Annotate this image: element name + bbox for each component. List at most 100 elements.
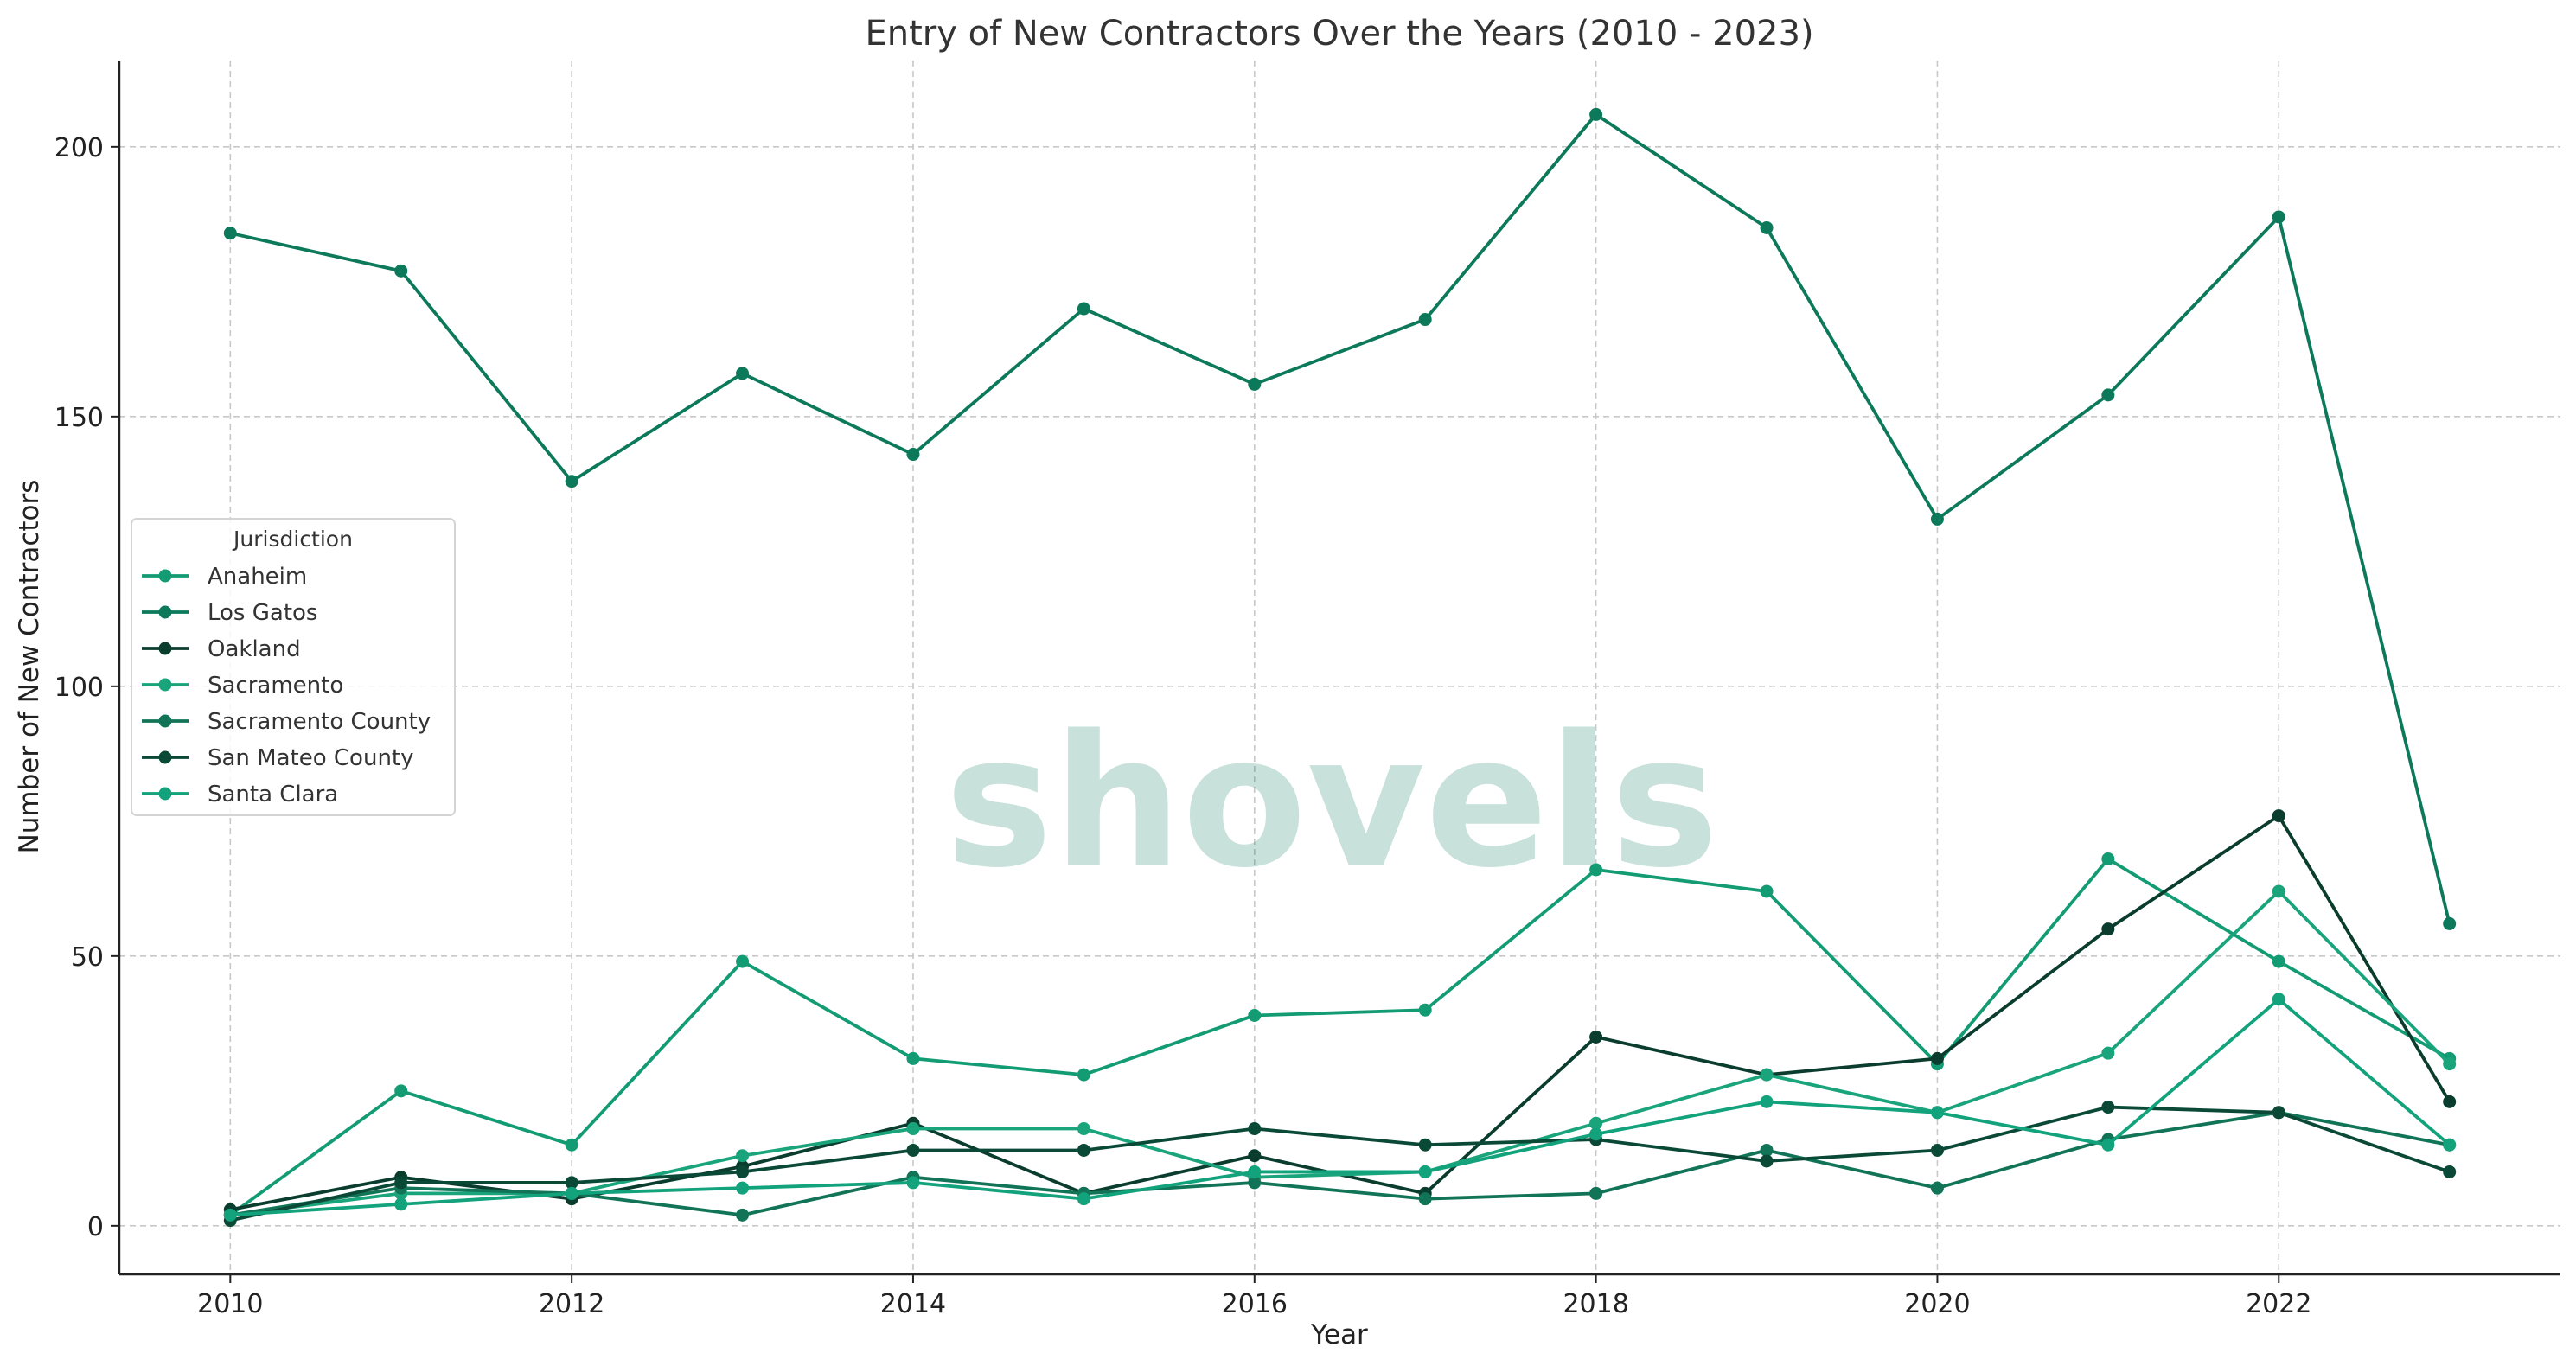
gridlines bbox=[119, 61, 2560, 1274]
data-point-san-mateo-county bbox=[1418, 1138, 1432, 1152]
legend-label: Oakland bbox=[208, 636, 301, 662]
data-point-sacramento-county bbox=[1589, 1186, 1603, 1200]
x-tick-label: 2016 bbox=[1222, 1289, 1288, 1319]
x-tick-label: 2010 bbox=[197, 1289, 263, 1319]
legend-swatch-marker bbox=[158, 642, 172, 655]
data-point-san-mateo-county bbox=[1930, 1143, 1944, 1157]
legend-item-sacramento: Sacramento bbox=[142, 673, 343, 699]
legend-label: Sacramento bbox=[208, 673, 343, 699]
data-point-anaheim bbox=[394, 1084, 408, 1098]
data-point-santa-clara bbox=[223, 1208, 237, 1222]
data-point-los-gatos bbox=[1930, 512, 1944, 526]
data-point-los-gatos bbox=[736, 367, 750, 380]
data-point-sacramento-county bbox=[1760, 1143, 1774, 1157]
x-axis-label: Year bbox=[1310, 1319, 1368, 1350]
y-tick-label: 100 bbox=[54, 673, 104, 703]
x-tick-label: 2020 bbox=[1904, 1289, 1970, 1319]
data-point-los-gatos bbox=[2272, 210, 2285, 224]
tick-labels: 2010 2012 2014 2016 2018 2020 2022 0 50 100 150 200 bbox=[54, 133, 2312, 1319]
legend-item-los-gatos: Los Gatos bbox=[142, 600, 317, 626]
data-point-anaheim bbox=[736, 954, 750, 968]
series-los-gatos bbox=[223, 107, 2457, 930]
x-tick-label: 2022 bbox=[2246, 1289, 2311, 1319]
legend-label: Sacramento County bbox=[208, 709, 431, 735]
data-point-los-gatos bbox=[223, 227, 237, 240]
data-point-los-gatos bbox=[1760, 220, 1774, 234]
y-tick-label: 150 bbox=[54, 403, 104, 433]
data-point-santa-clara bbox=[2272, 993, 2285, 1006]
data-point-los-gatos bbox=[2443, 916, 2457, 930]
data-point-oakland bbox=[1930, 1051, 1944, 1065]
legend-swatch-marker bbox=[158, 569, 172, 583]
data-point-anaheim bbox=[906, 1051, 920, 1065]
data-point-oakland bbox=[2272, 809, 2285, 823]
data-point-san-mateo-county bbox=[906, 1143, 920, 1157]
legend-swatch-marker bbox=[158, 605, 172, 619]
data-point-san-mateo-county bbox=[2443, 1165, 2457, 1178]
data-point-sacramento bbox=[736, 1149, 750, 1163]
data-point-anaheim bbox=[1248, 1008, 1262, 1022]
data-point-los-gatos bbox=[1418, 313, 1432, 327]
data-point-santa-clara bbox=[394, 1197, 408, 1211]
series-sacramento-county bbox=[223, 1106, 2457, 1222]
series-san-mateo-county bbox=[223, 1101, 2457, 1228]
series-line-sacramento bbox=[230, 890, 2451, 1217]
data-point-sacramento bbox=[2272, 884, 2285, 898]
data-point-san-mateo-county bbox=[736, 1165, 750, 1178]
data-point-santa-clara bbox=[1760, 1095, 1774, 1108]
series-line-san-mateo-county bbox=[229, 1105, 2451, 1222]
data-point-los-gatos bbox=[1077, 302, 1090, 316]
data-point-oakland bbox=[2101, 922, 2115, 936]
x-tick-label: 2012 bbox=[539, 1289, 604, 1319]
data-point-anaheim bbox=[1589, 863, 1603, 877]
data-point-sacramento bbox=[2443, 1057, 2457, 1071]
data-point-santa-clara bbox=[1589, 1127, 1603, 1141]
series-santa-clara bbox=[223, 993, 2457, 1222]
series bbox=[223, 107, 2457, 1228]
y-tick-label: 200 bbox=[54, 133, 104, 163]
legend-item-sacramento-county: Sacramento County bbox=[142, 709, 431, 735]
data-point-san-mateo-county bbox=[2101, 1101, 2115, 1114]
data-point-san-mateo-county bbox=[1760, 1154, 1774, 1168]
data-point-san-mateo-county bbox=[394, 1176, 408, 1190]
data-point-santa-clara bbox=[2101, 1138, 2115, 1152]
data-point-sacramento bbox=[1760, 1068, 1774, 1082]
data-point-san-mateo-county bbox=[565, 1176, 578, 1190]
data-point-los-gatos bbox=[1589, 107, 1603, 121]
data-point-anaheim bbox=[1760, 884, 1774, 898]
legend-label: Anaheim bbox=[208, 564, 307, 590]
data-point-santa-clara bbox=[1418, 1165, 1432, 1178]
series-line-los-gatos bbox=[229, 112, 2451, 924]
legend-swatch-marker bbox=[158, 750, 172, 764]
data-point-santa-clara bbox=[736, 1181, 750, 1195]
legend: Jurisdiction Anaheim Los Gatos Oakland Sacr… bbox=[131, 518, 456, 816]
watermark: shovels bbox=[944, 696, 1718, 908]
y-tick-label: 0 bbox=[87, 1212, 104, 1242]
data-point-sacramento bbox=[2101, 1046, 2115, 1060]
chart-title: Entry of New Contractors Over the Years … bbox=[865, 14, 1813, 54]
legend-label: San Mateo County bbox=[208, 745, 414, 771]
data-point-sacramento bbox=[906, 1122, 920, 1136]
data-point-sacramento-county bbox=[1248, 1176, 1262, 1190]
legend-items: Anaheim Los Gatos Oakland Sacramento Sacrame… bbox=[142, 564, 431, 807]
x-tick-label: 2018 bbox=[1563, 1289, 1628, 1319]
data-point-los-gatos bbox=[1248, 377, 1262, 391]
legend-frame bbox=[131, 518, 456, 816]
data-point-san-mateo-county bbox=[1077, 1143, 1090, 1157]
data-point-los-gatos bbox=[906, 448, 920, 462]
data-point-sacramento-county bbox=[736, 1208, 750, 1222]
data-point-santa-clara bbox=[906, 1176, 920, 1190]
data-point-santa-clara bbox=[565, 1186, 578, 1200]
data-point-san-mateo-county bbox=[2272, 1106, 2285, 1120]
data-point-santa-clara bbox=[1248, 1165, 1262, 1178]
series-line-santa-clara bbox=[230, 997, 2451, 1217]
legend-swatch-marker bbox=[158, 714, 172, 728]
legend-item-santa-clara: Santa Clara bbox=[142, 782, 338, 807]
data-point-oakland bbox=[1248, 1149, 1262, 1163]
legend-item-oakland: Oakland bbox=[142, 636, 301, 662]
data-point-los-gatos bbox=[2101, 388, 2115, 402]
data-point-los-gatos bbox=[394, 264, 408, 278]
data-point-anaheim bbox=[2272, 954, 2285, 968]
data-point-oakland bbox=[2443, 1095, 2457, 1108]
y-tick-label: 50 bbox=[71, 942, 104, 973]
